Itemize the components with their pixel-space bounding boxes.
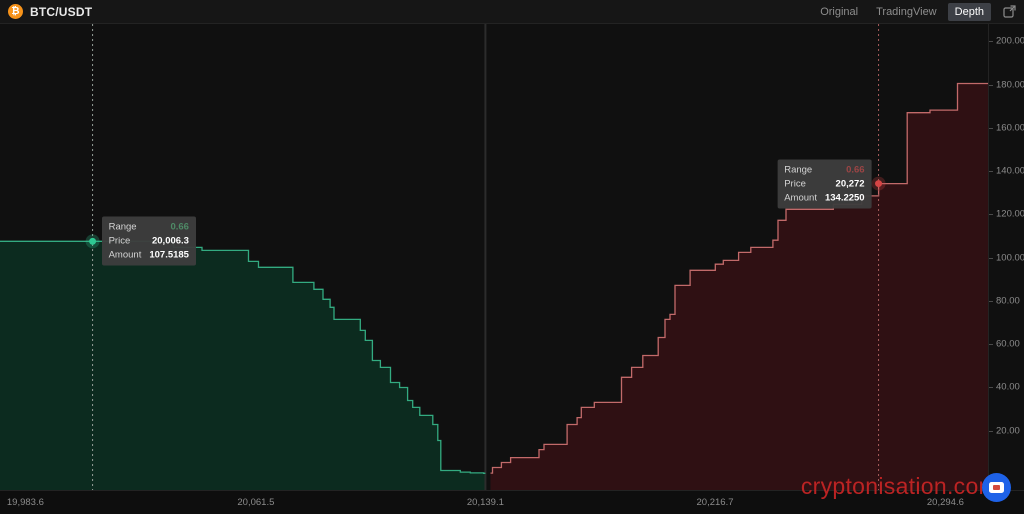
price-label: Price	[108, 235, 131, 247]
amount-axis-tick	[989, 257, 993, 259]
view-button-tradingview[interactable]: TradingView	[869, 3, 944, 21]
topbar: ₿ BTC/USDT Original TradingView Depth	[0, 0, 1024, 24]
screen-glyph	[989, 482, 1004, 493]
amount-axis-tick	[989, 387, 993, 389]
bid-tooltip: Range 0.66 Price 20,006.3 Amount 107.518…	[101, 216, 196, 266]
amount-axis-tick	[989, 430, 993, 432]
range-label: Range	[784, 164, 813, 176]
bid-amount-row: Amount 107.5185	[109, 250, 189, 261]
depth-plot-area[interactable]	[0, 24, 988, 490]
ask-range-value: 0.66	[846, 164, 865, 176]
amount-axis-tick	[989, 127, 993, 129]
price-axis-label: 20,216.7	[696, 497, 734, 508]
amount-axis-label: 160.00	[996, 122, 1024, 134]
amount-axis-label: 180.00	[996, 79, 1024, 90]
expand-icon[interactable]	[1003, 5, 1016, 18]
view-button-original[interactable]: Original	[813, 3, 865, 21]
watermark: cryptonisation.com	[800, 473, 998, 499]
amount-axis-label: 40.00	[996, 381, 1020, 393]
view-switcher: Original TradingView Depth	[813, 2, 1016, 21]
amount-axis-tick	[989, 300, 993, 302]
site-logo-icon[interactable]	[982, 473, 1011, 502]
price-axis-label: 19,983.6	[6, 497, 44, 508]
amount-label: Amount	[108, 249, 142, 261]
amount-axis: 20.00 40.00 60.00 80.00 100.00 120.00 140.00 16…	[988, 24, 1024, 490]
amount-axis-tick	[989, 214, 993, 216]
bid-price-value: 20,006.3	[151, 235, 189, 247]
ask-price-value: 20,272	[835, 178, 865, 190]
price-axis-label: 20,294.6	[926, 497, 964, 508]
bid-range-row: Range 0.66	[109, 222, 189, 233]
ask-amount-row: Amount 134.2250	[784, 192, 864, 203]
price-axis-label: 20,061.5	[237, 497, 275, 508]
price-axis-label: 20,139.1	[466, 497, 504, 508]
symbol-title: BTC/USDT	[30, 4, 93, 19]
amount-axis-label: 120.00	[996, 208, 1024, 220]
symbol-group: ₿ BTC/USDT	[8, 4, 92, 19]
amount-axis-label: 200.00	[996, 35, 1024, 47]
view-button-depth[interactable]: Depth	[947, 2, 991, 21]
amount-axis-label: 20.00	[996, 425, 1020, 436]
bid-range-value: 0.66	[170, 221, 189, 233]
amount-axis-tick	[989, 344, 993, 345]
ask-range-row: Range 0.66	[784, 164, 864, 175]
amount-axis-label: 60.00	[996, 338, 1020, 350]
amount-axis-label: 100.00	[996, 252, 1024, 263]
price-label: Price	[784, 178, 806, 190]
amount-axis-label: 80.00	[996, 295, 1020, 307]
range-label: Range	[108, 221, 137, 233]
bitcoin-icon: ₿	[8, 4, 23, 19]
amount-axis-label: 140.00	[996, 165, 1024, 177]
bid-price-row: Price 20,006.3	[109, 236, 189, 247]
amount-axis-tick	[989, 41, 993, 43]
amount-axis-tick	[989, 171, 993, 172]
ask-tooltip: Range 0.66 Price 20,272 Amount 134.2250	[777, 159, 872, 209]
amount-label: Amount	[784, 192, 817, 204]
price-axis: 19,983.6 20,061.5 20,139.1 20,216.7 20,294.6	[0, 490, 1024, 514]
amount-axis-tick	[989, 84, 993, 86]
bid-amount-value: 107.5185	[149, 249, 189, 261]
ask-amount-value: 134.2250	[824, 192, 865, 204]
ask-price-row: Price 20,272	[784, 178, 864, 189]
